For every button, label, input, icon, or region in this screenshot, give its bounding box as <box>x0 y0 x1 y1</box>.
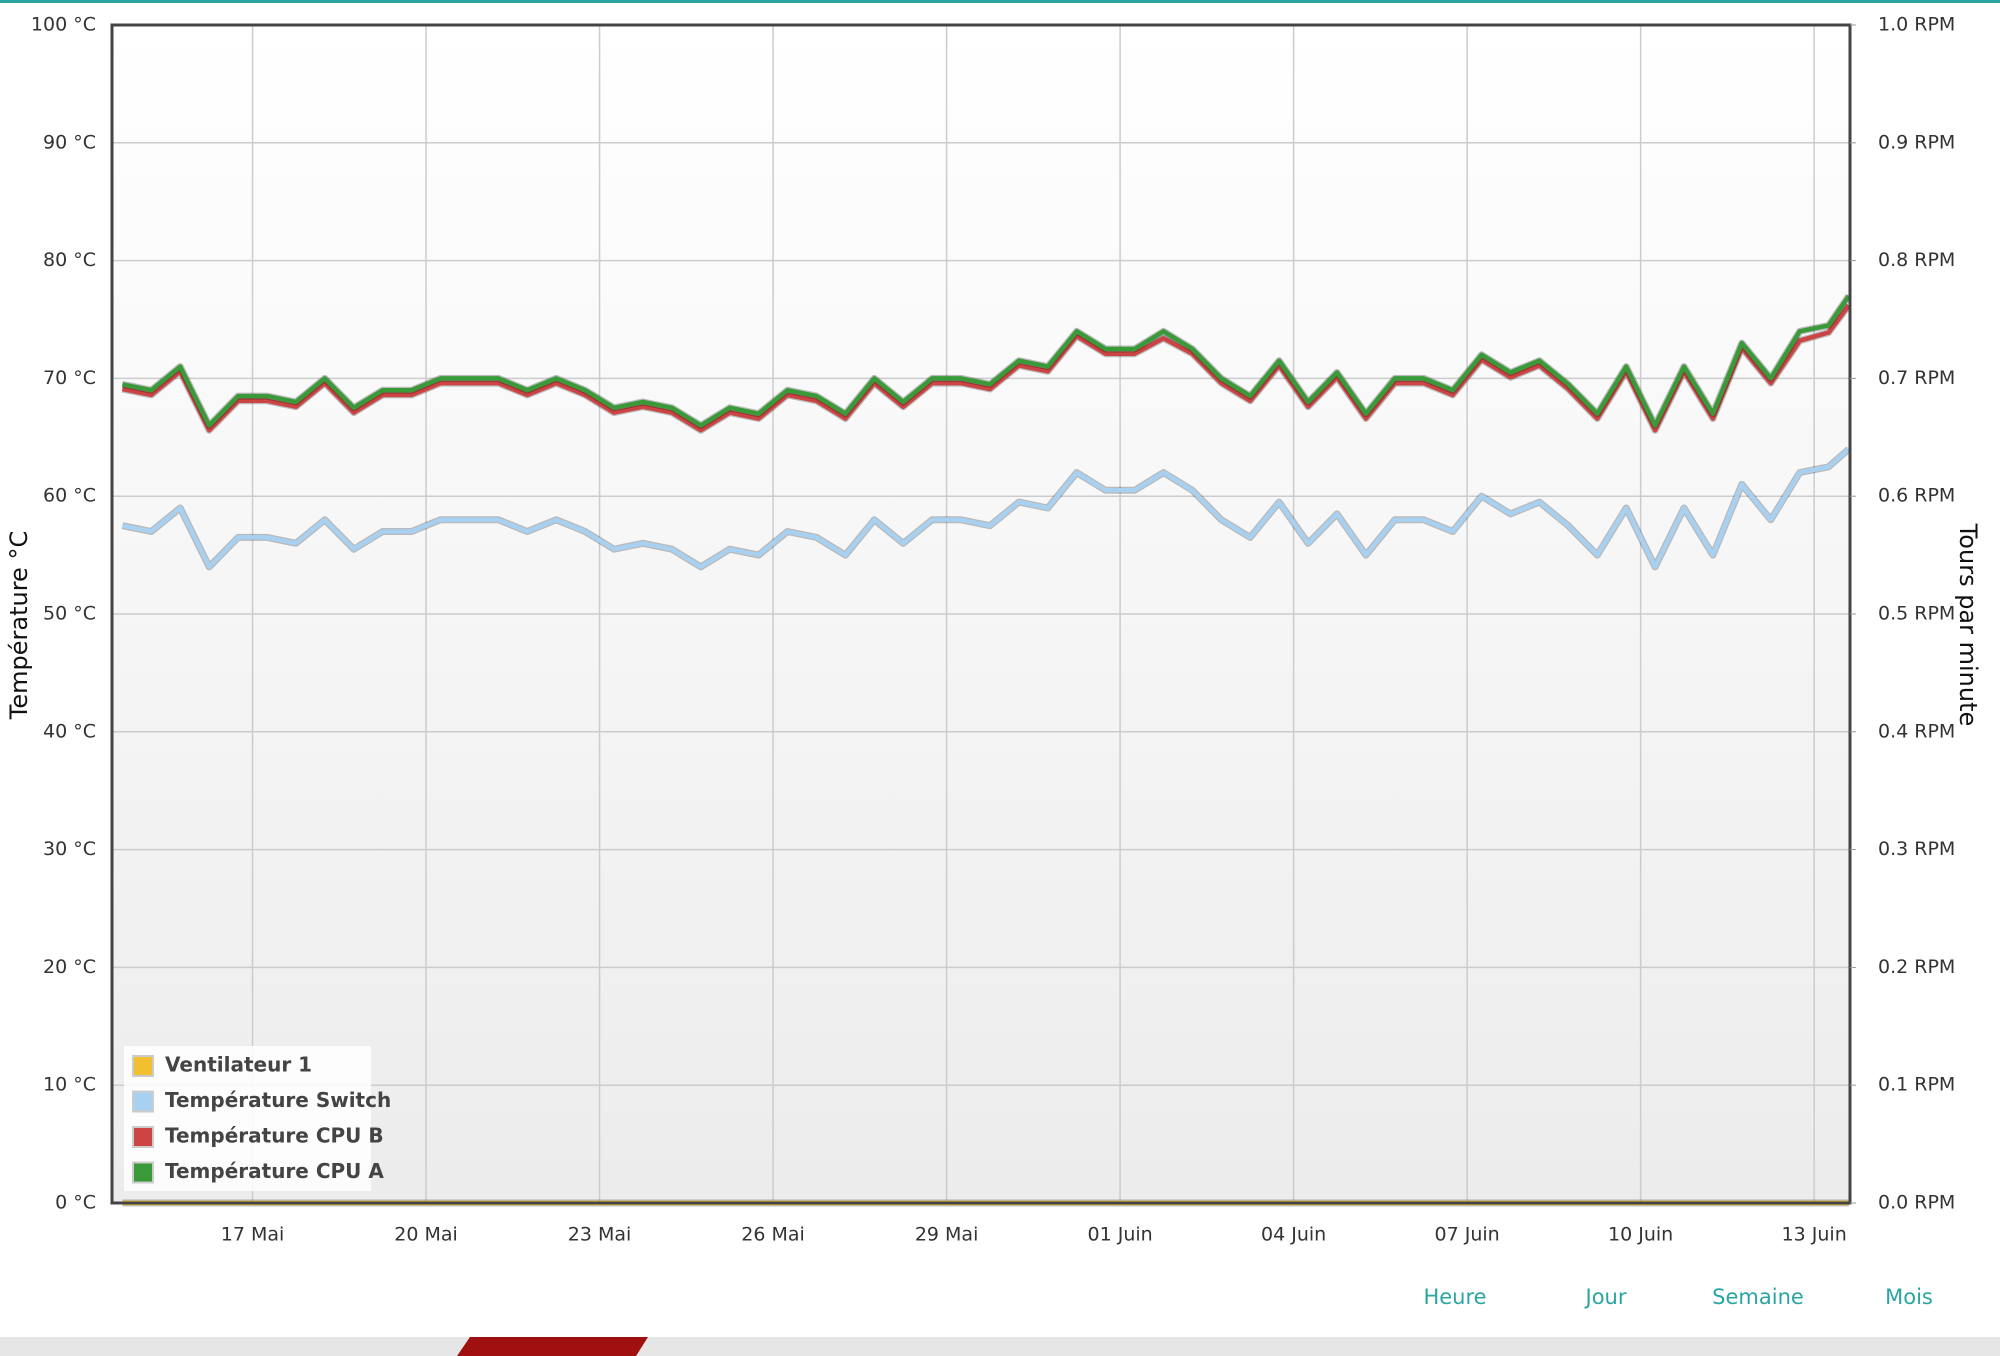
y2-tick-label: 1.0 RPM <box>1878 14 1955 36</box>
y2-tick-label: 0.0 RPM <box>1878 1192 1955 1214</box>
y-tick-label: 50 °C <box>43 603 96 625</box>
x-tick-label: 23 Mai <box>568 1224 632 1246</box>
top-border <box>0 0 2000 3</box>
legend-box <box>124 1046 371 1191</box>
x-tick-label: 17 Mai <box>221 1224 285 1246</box>
range-link[interactable]: Semaine <box>1712 1285 1804 1309</box>
range-link[interactable]: Mois <box>1885 1285 1933 1309</box>
y-tick-label: 80 °C <box>43 249 96 271</box>
y-tick-label: 10 °C <box>43 1074 96 1096</box>
legend-swatch <box>132 1055 154 1077</box>
series-line <box>121 447 1851 570</box>
x-tick-label: 04 Juin <box>1261 1224 1326 1246</box>
y-tick-label: 40 °C <box>43 720 96 742</box>
y2-tick-label: 0.1 RPM <box>1878 1074 1955 1096</box>
range-link[interactable]: Jour <box>1584 1285 1627 1309</box>
links: Heure Jour Semaine Mois <box>1423 1285 1932 1309</box>
series-line <box>121 304 1851 433</box>
y2-tick-label: 0.8 RPM <box>1878 249 1955 271</box>
y-axis-title: Température °C <box>5 531 33 720</box>
y2-tick-label: 0.5 RPM <box>1878 603 1955 625</box>
x-tick-label: 20 Mai <box>394 1224 458 1246</box>
y2-tick-label: 0.6 RPM <box>1878 485 1955 507</box>
x-tick-label: 13 Juin <box>1782 1224 1847 1246</box>
x-tick-label: 07 Juin <box>1435 1224 1500 1246</box>
range-link[interactable]: Heure <box>1423 1285 1486 1309</box>
decoration <box>457 1337 648 1356</box>
x-tick-label: 29 Mai <box>915 1224 979 1246</box>
legend-swatch <box>132 1126 154 1148</box>
y2-tick-label: 0.9 RPM <box>1878 131 1955 153</box>
y-tick-label: 20 °C <box>43 956 96 978</box>
y-tick-label: 60 °C <box>43 485 96 507</box>
legend: Ventilateur 1 Température Switch Températu… <box>132 1053 391 1184</box>
legend-label: Température CPU B <box>165 1124 384 1148</box>
y-tick-label: 30 °C <box>43 838 96 860</box>
y-tick-label: 90 °C <box>43 131 96 153</box>
y2-axis-title: Tours par minute <box>1954 523 1982 727</box>
series-line <box>121 294 1851 428</box>
y2-tick-label: 0.3 RPM <box>1878 838 1955 860</box>
y-tick-label: 100 °C <box>31 14 96 36</box>
x-tick-label: 26 Mai <box>741 1224 805 1246</box>
legend-swatch <box>132 1161 154 1184</box>
legend-label: Ventilateur 1 <box>165 1053 312 1077</box>
y-tick-label: 70 °C <box>43 367 96 389</box>
legend-label: Température Switch <box>165 1088 391 1112</box>
legend-label: Température CPU A <box>165 1159 384 1183</box>
x-tick-label: 01 Juin <box>1088 1224 1153 1246</box>
y2-tick-label: 0.4 RPM <box>1878 720 1955 742</box>
legend-swatch <box>132 1090 154 1113</box>
y-tick-label: 0 °C <box>55 1192 96 1214</box>
y2-tick-label: 0.7 RPM <box>1878 367 1955 389</box>
x-tick-label: 10 Juin <box>1608 1224 1673 1246</box>
y2-tick-label: 0.2 RPM <box>1878 956 1955 978</box>
